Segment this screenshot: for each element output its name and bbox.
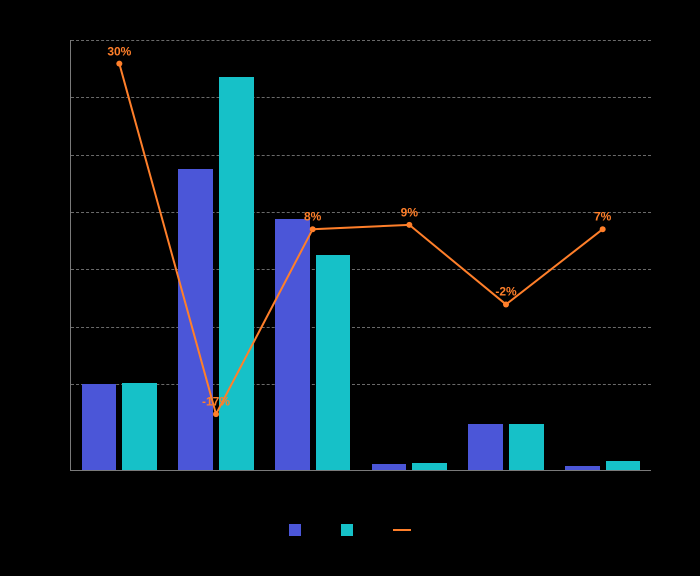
legend-swatch-bar [341,524,353,536]
combo-chart: 30% -17% 8% 9% -2% 7% [0,0,700,576]
line-point-label: -2% [495,285,516,299]
legend-item [341,524,353,536]
line-point-label: 7% [594,210,611,224]
line-point-label: -17% [202,394,230,408]
line-point-label: 30% [107,44,131,58]
plot-area: 30% -17% 8% 9% -2% 7% [70,40,651,471]
line-labels-layer: 30% -17% 8% 9% -2% 7% [71,40,651,470]
legend [0,524,700,536]
line-point-label: 8% [304,210,321,224]
legend-swatch-line [393,529,411,531]
legend-item [393,529,411,531]
legend-swatch-bar [289,524,301,536]
line-point-label: 9% [401,205,418,219]
legend-item [289,524,301,536]
